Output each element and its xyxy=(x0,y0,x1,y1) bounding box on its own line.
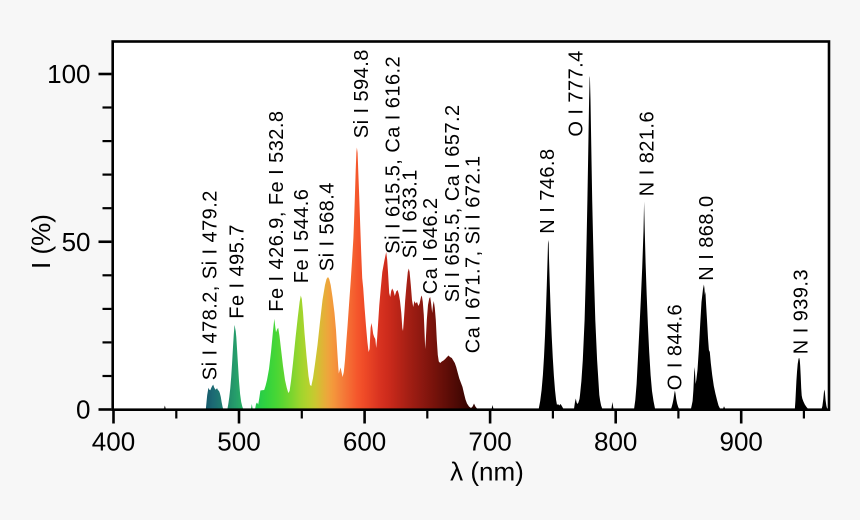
svg-text:O I 844.6: O I 844.6 xyxy=(664,304,686,390)
svg-text:Si I 594.8: Si I 594.8 xyxy=(351,49,373,138)
svg-text:I (%): I (%) xyxy=(26,214,56,269)
svg-text:500: 500 xyxy=(217,427,260,457)
svg-text:Ca I 646.2: Ca I 646.2 xyxy=(420,197,442,294)
svg-text:Si I 568.4: Si I 568.4 xyxy=(317,182,339,271)
svg-text:100: 100 xyxy=(47,59,90,89)
svg-text:N I 746.8: N I 746.8 xyxy=(537,148,559,233)
svg-text:Fe I 544.6: Fe I 544.6 xyxy=(291,189,313,284)
svg-text:N I 821.6: N I 821.6 xyxy=(636,111,658,196)
svg-text:0: 0 xyxy=(76,395,90,425)
svg-text:400: 400 xyxy=(92,427,135,457)
svg-text:λ (nm): λ (nm) xyxy=(450,457,524,487)
svg-text:Si I 633.1: Si I 633.1 xyxy=(400,169,422,258)
svg-text:N I 868.0: N I 868.0 xyxy=(696,195,718,280)
svg-text:N I 939.3: N I 939.3 xyxy=(791,269,813,354)
svg-text:600: 600 xyxy=(343,427,386,457)
svg-text:Fe I 495.7: Fe I 495.7 xyxy=(227,224,249,319)
svg-text:800: 800 xyxy=(594,427,637,457)
svg-text:50: 50 xyxy=(62,227,91,257)
svg-text:700: 700 xyxy=(468,427,511,457)
svg-text:Si I 655.5, Ca I 657.2: Si I 655.5, Ca I 657.2 xyxy=(442,104,464,302)
svg-text:Ca I 671.7, Si I 672.1: Ca I 671.7, Si I 672.1 xyxy=(463,155,485,353)
svg-text:Fe I 426.9, Fe I 532.8: Fe I 426.9, Fe I 532.8 xyxy=(266,111,288,312)
svg-text:Si I 615.5, Ca I 616.2: Si I 615.5, Ca I 616.2 xyxy=(382,56,404,254)
svg-text:O I 777.4: O I 777.4 xyxy=(566,50,588,136)
svg-text:900: 900 xyxy=(720,427,763,457)
svg-text:Si I 478.2, Si I 479.2: Si I 478.2, Si I 479.2 xyxy=(200,190,222,380)
